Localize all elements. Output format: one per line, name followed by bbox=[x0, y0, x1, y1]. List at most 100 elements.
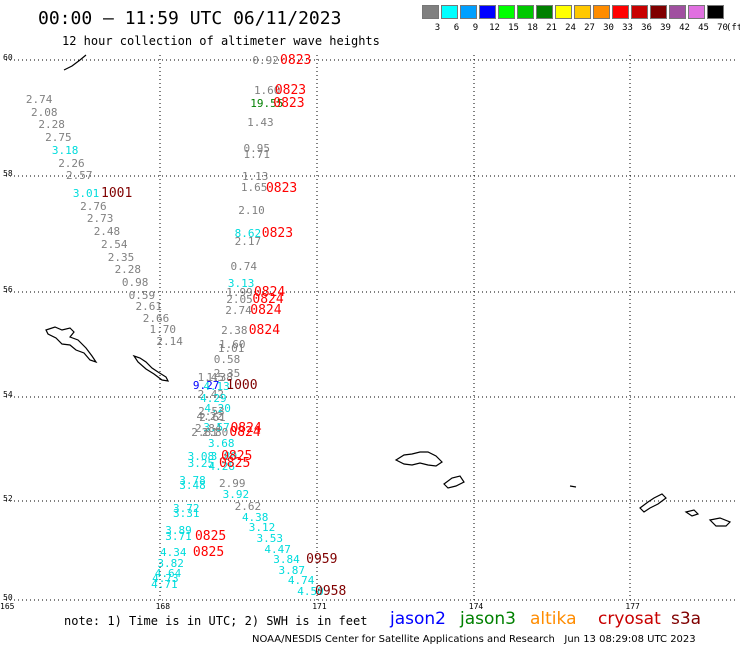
legend-value: 18 bbox=[527, 23, 538, 33]
wave-height-value: 4.71 bbox=[151, 577, 178, 591]
legend-value: 15 bbox=[508, 23, 519, 33]
wave-height-value: 4.38 bbox=[241, 510, 269, 524]
pass-time-label: 0825 bbox=[218, 455, 251, 471]
lat-tick-label: 58 bbox=[3, 169, 13, 178]
wave-height-value: 3.68 bbox=[208, 437, 235, 451]
wave-height-value: 2.53 bbox=[198, 404, 225, 418]
aleutian-island-a bbox=[394, 451, 443, 467]
satellite-name: s3a bbox=[671, 609, 702, 629]
wave-height-value: 2.48 bbox=[93, 225, 121, 239]
legend-swatch bbox=[574, 5, 591, 19]
wave-height-value: 3.72 bbox=[173, 501, 200, 515]
wave-height-value: 2.75 bbox=[45, 131, 72, 145]
wave-height-value: 2.61 bbox=[135, 300, 162, 314]
chart-subtitle: 12 hour collection of altimeter wave hei… bbox=[62, 34, 380, 48]
pass-time-label: 0958 bbox=[315, 583, 347, 599]
wave-height-value: 1.65 bbox=[240, 181, 268, 195]
pass-time-label: 0823 bbox=[273, 95, 305, 111]
wave-height-value: 3.71 bbox=[165, 530, 192, 544]
pribilof-island-st-george bbox=[132, 354, 170, 382]
wave-height-value: 2.28 bbox=[114, 263, 142, 277]
lon-tick-label: 171 bbox=[312, 602, 327, 611]
wave-height-value: 2.80 bbox=[201, 426, 229, 440]
wave-height-value: 1.38 bbox=[206, 371, 233, 385]
pass-time-label: 0825 bbox=[194, 529, 227, 545]
legend-swatch bbox=[612, 5, 629, 19]
wave-height-value: 3.18 bbox=[51, 143, 79, 157]
satellite-name: jason2 bbox=[390, 609, 446, 629]
wave-height-value: 2.38 bbox=[221, 323, 248, 337]
wave-height-value: 2.26 bbox=[58, 156, 85, 170]
legend-swatch bbox=[441, 5, 458, 19]
legend-value: 70 bbox=[717, 23, 728, 33]
wave-height-value: 2.74 bbox=[25, 92, 53, 106]
legend-swatch bbox=[688, 5, 705, 19]
wave-height-value: 0.58 bbox=[213, 352, 241, 366]
wave-height-value: 3.12 bbox=[248, 521, 276, 535]
lon-tick-label: 165 bbox=[0, 602, 15, 611]
wave-height-value: 4.22 bbox=[196, 409, 224, 423]
wave-height-value: 2.42 bbox=[197, 388, 225, 402]
wave-height-value: 2.61 bbox=[199, 411, 226, 425]
lat-tick-label: 50 bbox=[3, 593, 13, 602]
wave-height-value: 19.55 bbox=[250, 96, 284, 110]
pass-time-label: 0824 bbox=[253, 285, 286, 300]
wave-height-value: 8.62 bbox=[234, 226, 262, 240]
wave-height-value: 3.31 bbox=[173, 506, 200, 520]
wave-height-value: 3.87 bbox=[278, 563, 305, 577]
pass-time-label: 0823 bbox=[274, 83, 307, 99]
legend-value: 12 bbox=[489, 23, 500, 33]
wave-height-value: 3.48 bbox=[179, 479, 206, 493]
wave-height-value: 3.89 bbox=[165, 523, 192, 537]
wave-height-value: 1.70 bbox=[149, 323, 177, 337]
wave-height-value: 3.92 bbox=[222, 487, 250, 501]
wave-height-value: 2.57 bbox=[66, 169, 93, 183]
lon-tick-label: 177 bbox=[625, 602, 640, 611]
legend-swatch bbox=[498, 5, 515, 19]
legend-unit: (ft) bbox=[726, 23, 740, 33]
legend-value: 39 bbox=[660, 23, 671, 33]
wave-height-value: 3.82 bbox=[157, 556, 184, 570]
wave-height-value: 2.35 bbox=[107, 250, 135, 264]
wave-height-value: 2.14 bbox=[156, 334, 183, 348]
lat-tick-label: 54 bbox=[3, 390, 13, 399]
legend-swatch bbox=[669, 5, 686, 19]
legend-swatch bbox=[422, 5, 439, 19]
pass-time-label: 1000 bbox=[226, 377, 258, 393]
wave-height-value: 2.62 bbox=[234, 499, 262, 513]
legend-value: 21 bbox=[546, 23, 557, 33]
legend-swatch bbox=[631, 5, 648, 19]
pass-time-label: 0823 bbox=[261, 225, 294, 241]
wave-height-value: 1.45 bbox=[197, 371, 225, 385]
wave-height-value: 3.57 bbox=[203, 420, 230, 434]
wave-height-value: 4.20 bbox=[204, 401, 231, 415]
pass-time-label: 1001 bbox=[101, 185, 133, 201]
wave-height-value: 0.98 bbox=[121, 276, 149, 290]
pass-time-label: 0824 bbox=[248, 322, 281, 338]
wave-height-value: 1.43 bbox=[247, 116, 274, 130]
wave-height-value: 4.74 bbox=[287, 573, 315, 587]
legend-swatch bbox=[517, 5, 534, 19]
legend-swatch bbox=[555, 5, 572, 19]
wave-height-value: 4.13 bbox=[203, 379, 230, 393]
pass-time-label: 0825 bbox=[192, 545, 225, 561]
wave-height-value: 4.50 bbox=[297, 584, 324, 598]
pass-time-label: 0824 bbox=[250, 302, 282, 318]
legend-swatch bbox=[460, 5, 477, 19]
wave-height-value: 2.54 bbox=[101, 237, 128, 251]
wave-height-value: 0.59 bbox=[128, 288, 156, 302]
aleutian-island-e bbox=[684, 509, 700, 517]
satellite-name: cryosat bbox=[598, 609, 661, 629]
wave-height-value: 2.10 bbox=[238, 204, 265, 218]
aleutian-island-c bbox=[569, 485, 577, 488]
wave-height-value: 0.74 bbox=[230, 260, 257, 274]
wave-height-value: 3.01 bbox=[72, 186, 100, 200]
aleutian-island-b bbox=[443, 475, 465, 489]
legend-value: 36 bbox=[641, 23, 652, 33]
wave-height-value: 0.92 bbox=[252, 54, 279, 67]
legend-swatch bbox=[479, 5, 496, 19]
wave-height-value: 3.78 bbox=[179, 474, 206, 488]
aleutian-island-d bbox=[639, 493, 667, 513]
aleutian-island-f bbox=[708, 517, 732, 527]
pass-time-label: 0824 bbox=[229, 425, 261, 441]
